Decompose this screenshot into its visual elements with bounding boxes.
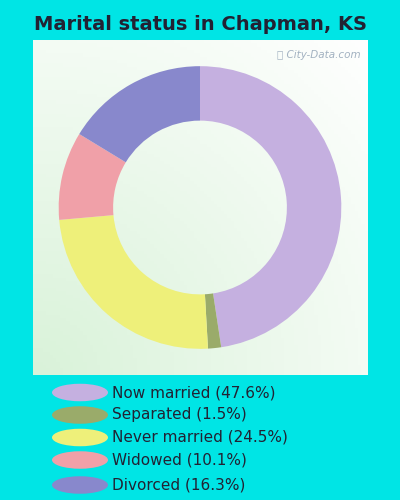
Wedge shape (59, 134, 126, 220)
Circle shape (52, 476, 108, 494)
Text: Separated (1.5%): Separated (1.5%) (112, 408, 247, 422)
Wedge shape (205, 294, 221, 348)
Wedge shape (79, 66, 200, 162)
Text: Never married (24.5%): Never married (24.5%) (112, 430, 288, 445)
Circle shape (52, 428, 108, 446)
Wedge shape (200, 66, 341, 347)
Circle shape (52, 384, 108, 401)
Text: Divorced (16.3%): Divorced (16.3%) (112, 478, 245, 492)
Wedge shape (59, 215, 208, 349)
Text: Marital status in Chapman, KS: Marital status in Chapman, KS (34, 15, 366, 34)
Text: Widowed (10.1%): Widowed (10.1%) (112, 452, 247, 468)
Circle shape (52, 451, 108, 469)
Text: ⓘ City-Data.com: ⓘ City-Data.com (277, 50, 361, 60)
Text: Now married (47.6%): Now married (47.6%) (112, 385, 276, 400)
Circle shape (52, 406, 108, 424)
